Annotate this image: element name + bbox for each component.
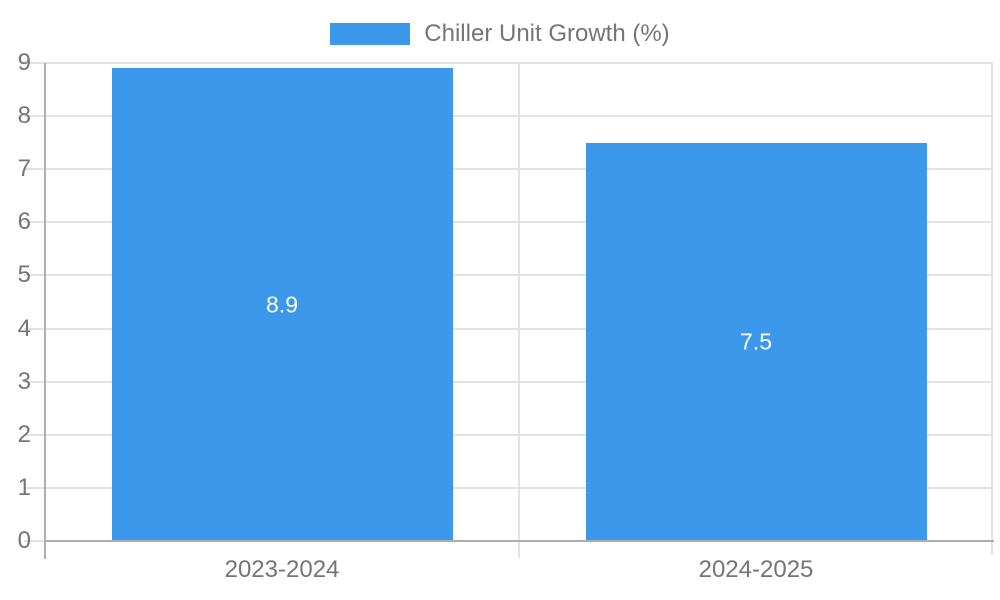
- category-divider: [518, 63, 520, 558]
- y-tick-label: 1: [17, 473, 31, 501]
- legend[interactable]: Chiller Unit Growth (%): [0, 20, 1000, 48]
- y-tick-4: [24, 327, 45, 330]
- y-tick-2: [24, 433, 45, 436]
- plot-area: 8.9 7.5: [24, 62, 993, 558]
- y-tick-label: 7: [17, 155, 31, 183]
- bar-value-label: 7.5: [740, 328, 772, 355]
- plot-right-border: [991, 63, 993, 555]
- y-tick-label: 0: [17, 527, 31, 554]
- y-tick-label: 2: [17, 420, 31, 448]
- y-tick-1: [24, 486, 45, 489]
- y-tick-5: [24, 274, 45, 277]
- y-tick-label: 4: [17, 314, 31, 342]
- legend-label: Chiller Unit Growth (%): [424, 20, 670, 47]
- y-tick-label: 3: [17, 367, 31, 395]
- x-tick-label: 2024-2025: [698, 556, 814, 583]
- y-tick-9: [24, 62, 45, 64]
- y-axis-line: [44, 63, 46, 559]
- x-axis-line: [44, 540, 994, 542]
- legend-swatch: [330, 23, 411, 45]
- x-tick-label: 2023-2024: [224, 556, 340, 583]
- y-tick-label: 5: [17, 261, 31, 289]
- y-tick-label: 6: [17, 208, 31, 236]
- bar-2023-2024[interactable]: [112, 68, 453, 541]
- y-tick-3: [24, 380, 45, 383]
- y-tick-0: [24, 540, 45, 542]
- bar-2024-2025[interactable]: [586, 143, 927, 541]
- y-tick-7: [24, 168, 45, 171]
- y-tick-label: 8: [17, 102, 31, 130]
- y-tick-6: [24, 221, 45, 224]
- y-tick-8: [24, 115, 45, 118]
- bar-value-label: 8.9: [266, 291, 298, 318]
- y-tick-label: 9: [17, 49, 31, 76]
